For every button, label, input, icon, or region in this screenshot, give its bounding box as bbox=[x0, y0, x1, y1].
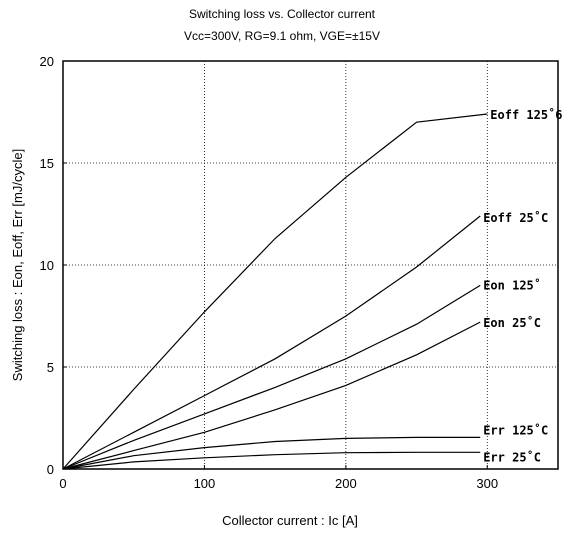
series-line-4 bbox=[62, 321, 481, 470]
y-tick-label: 15 bbox=[40, 156, 54, 171]
y-tick-label: 0 bbox=[47, 462, 54, 477]
series-line-5 bbox=[62, 436, 481, 470]
series-label: Eon 125˚ bbox=[483, 277, 541, 292]
series-label: Err 125˚C bbox=[483, 422, 548, 437]
series-line-6 bbox=[62, 451, 481, 470]
series-line-1 bbox=[62, 113, 488, 470]
series-line-3 bbox=[62, 284, 481, 470]
axis-ticks: 0 100 200 300 0 5 10 15 20 bbox=[40, 54, 499, 491]
series-lines bbox=[62, 113, 488, 470]
y-tick-label: 10 bbox=[40, 258, 54, 273]
y-tick-label: 20 bbox=[40, 54, 54, 69]
x-tick-label: 200 bbox=[335, 476, 357, 491]
chart-subtitle: Vcc=300V, RG=9.1 ohm, VGE=±15V bbox=[184, 29, 380, 43]
grid-lines bbox=[63, 61, 558, 469]
x-tick-label: 100 bbox=[194, 476, 216, 491]
series-line-2 bbox=[62, 215, 481, 470]
x-axis-label: Collector current : Ic [A] bbox=[222, 513, 358, 528]
y-tick-label: 5 bbox=[47, 360, 54, 375]
series-label: Eoff 125˚6 bbox=[490, 107, 562, 122]
series-label: Eoff 25˚C bbox=[483, 210, 548, 225]
y-axis-label: Switching loss : Eon, Eoff, Err [mJ/cycl… bbox=[10, 149, 25, 381]
x-tick-label: 300 bbox=[476, 476, 498, 491]
series-label: Err 25˚C bbox=[483, 449, 541, 464]
series-label: Eon 25˚C bbox=[483, 315, 541, 330]
chart-title: Switching loss vs. Collector current bbox=[189, 7, 376, 21]
x-tick-label: 0 bbox=[59, 476, 66, 491]
series-labels: Eoff 125˚6 Eoff 25˚C Eon 125˚ Eon 25˚C Err 1… bbox=[483, 107, 562, 464]
